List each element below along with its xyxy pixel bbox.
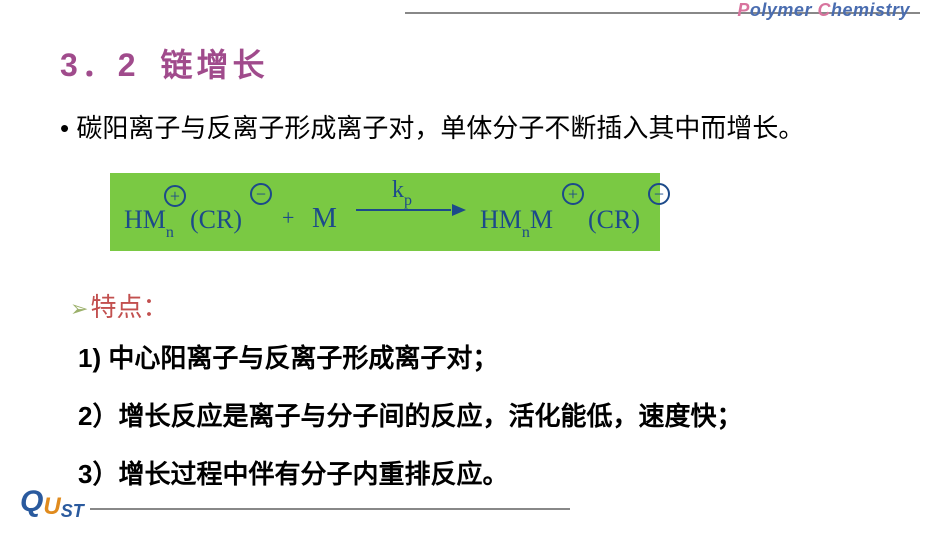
product-cr: (CR) bbox=[588, 205, 640, 235]
features-label-text: 特点： bbox=[90, 292, 168, 322]
rate-p-sub: p bbox=[404, 192, 412, 209]
logo-q-letter: Q bbox=[20, 485, 43, 518]
product-m: M bbox=[530, 205, 553, 234]
reactant-hm: HM bbox=[124, 205, 166, 234]
arrow-head bbox=[452, 204, 466, 216]
section-title: 3．2 链增长 bbox=[60, 40, 269, 86]
monomer-m: M bbox=[312, 203, 337, 235]
brand-c-letter: C bbox=[817, 0, 831, 20]
reactant-cr: (CR) bbox=[190, 205, 242, 235]
brand-olymer-text: olymer bbox=[750, 0, 818, 20]
charge-plus-icon: + bbox=[562, 183, 584, 205]
footer-divider bbox=[90, 508, 570, 510]
brand-p-letter: P bbox=[737, 0, 750, 20]
logo-u-letter: U bbox=[43, 493, 60, 520]
features-heading: ➢特点： bbox=[70, 287, 168, 324]
feature-point-1: 1) 中心阳离子与反离子形成离子对； bbox=[78, 340, 498, 376]
header-brand: Polymer Chemistry bbox=[737, 0, 910, 21]
feature-point-3: 3）增长过程中伴有分子内重排反应。 bbox=[78, 456, 508, 492]
rate-constant: kp bbox=[392, 177, 412, 208]
section-number: 3．2 bbox=[60, 47, 140, 83]
brand-hemistry-text: hemistry bbox=[831, 0, 910, 20]
product-hm: HM bbox=[480, 205, 522, 234]
product-hmnm: HMnM bbox=[480, 205, 553, 239]
charge-plus-icon: + bbox=[164, 185, 186, 207]
reaction-arrow-icon bbox=[356, 209, 466, 211]
chevron-right-icon: ➢ bbox=[70, 296, 88, 321]
footer-logo: QUST bbox=[20, 485, 84, 519]
charge-minus-icon: − bbox=[250, 183, 272, 205]
intro-text: • 碳阳离子与反离子形成离子对，单体分子不断插入其中而增长。 bbox=[60, 108, 804, 145]
rate-k: k bbox=[392, 177, 404, 203]
section-title-text: 链增长 bbox=[161, 47, 269, 83]
intro-bullet: • bbox=[60, 113, 69, 143]
reaction-equation: HMn + (CR) − + M kp HMnM + (CR) − bbox=[110, 173, 660, 251]
reactant-hmn: HMn bbox=[124, 205, 174, 239]
logo-st-letters: ST bbox=[61, 501, 84, 521]
reactant-n-sub: n bbox=[166, 224, 174, 241]
plus-operator: + bbox=[282, 205, 294, 231]
product-n-sub: n bbox=[522, 224, 530, 241]
feature-point-2: 2）增长反应是离子与分子间的反应，活化能低，速度快； bbox=[78, 398, 742, 434]
arrow-line bbox=[356, 209, 451, 211]
intro-body: 碳阳离子与反离子形成离子对，单体分子不断插入其中而增长。 bbox=[76, 113, 804, 143]
charge-minus-icon: − bbox=[648, 183, 670, 205]
